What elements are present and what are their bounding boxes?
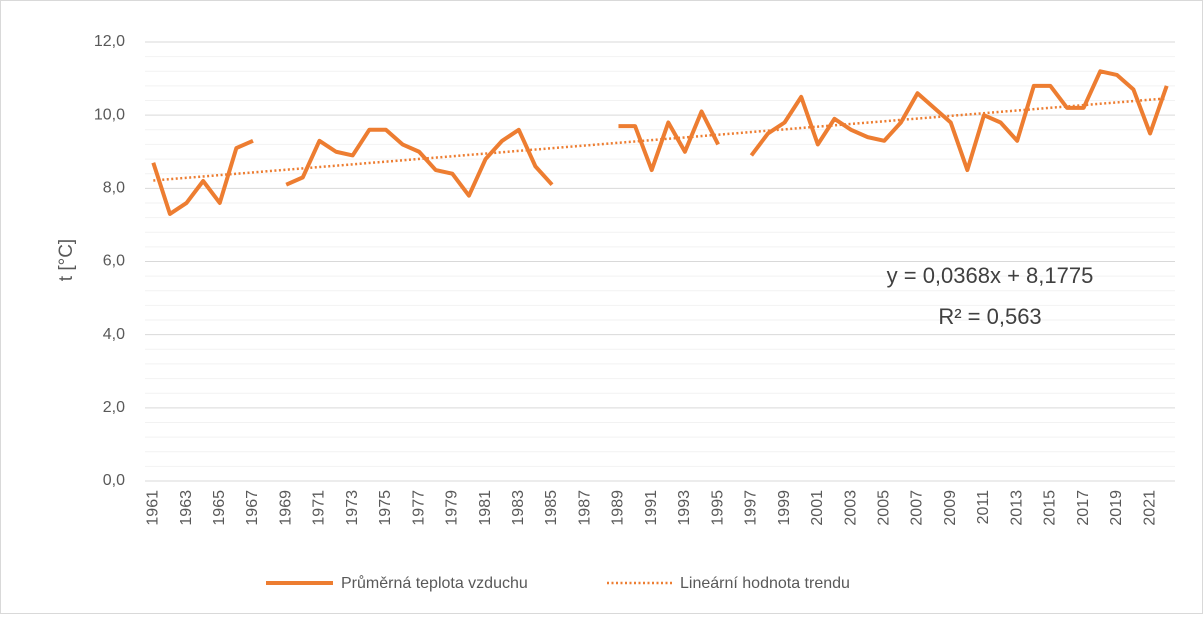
data-line: [151, 69, 1169, 216]
x-tick-label: 1987: [576, 490, 593, 526]
x-tick-label: 1983: [510, 490, 527, 526]
x-tick-label: 1991: [643, 490, 660, 526]
y-tick-label: 8,0: [103, 180, 125, 197]
x-tick-label: 1963: [178, 490, 195, 526]
x-tick-label: 1965: [211, 490, 228, 526]
x-tick-label: 1969: [277, 490, 294, 526]
trend-line: [153, 97, 1167, 182]
x-tick-label: 1981: [477, 490, 494, 526]
y-tick-label: 12,0: [94, 33, 125, 50]
x-tick-label: 2001: [809, 490, 826, 526]
trend-equation: y = 0,0368x + 8,1775: [887, 263, 1094, 288]
y-tick-label: 10,0: [94, 106, 125, 123]
x-tick-label: 2003: [842, 490, 859, 526]
x-tick-label: 2017: [1075, 490, 1092, 526]
x-tick-label: 1989: [610, 490, 627, 526]
x-tick-label: 1985: [543, 490, 560, 526]
x-tick-label: 1999: [776, 490, 793, 526]
legend-label: Lineární hodnota trendu: [680, 575, 850, 592]
x-tick-label: 2015: [1042, 490, 1059, 526]
x-tick-label: 2007: [909, 490, 926, 526]
x-tick-label: 2011: [975, 490, 992, 525]
x-tick-label: 1995: [709, 490, 726, 526]
trend-r-squared: R² = 0,563: [938, 304, 1041, 329]
x-tick-label: 1979: [444, 490, 461, 526]
x-tick-label: 2019: [1108, 490, 1125, 526]
x-tick-label: 1967: [244, 490, 261, 526]
y-tick-label: 4,0: [103, 326, 125, 343]
x-tick-label: 1973: [344, 490, 361, 526]
x-tick-label: 1971: [311, 490, 328, 526]
y-axis-label: t [°C]: [56, 239, 77, 281]
x-tick-label: 1997: [743, 490, 760, 526]
x-tick-label: 2013: [1008, 490, 1025, 526]
x-tick-label: 1975: [377, 490, 394, 526]
x-tick-label: 1961: [145, 490, 162, 526]
x-tick-label: 1977: [410, 490, 427, 526]
y-tick-label: 0,0: [103, 472, 125, 489]
x-tick-label: 1993: [676, 490, 693, 526]
x-tick-label: 2021: [1141, 490, 1158, 526]
x-tick-label: 2005: [875, 490, 892, 526]
y-tick-label: 2,0: [103, 399, 125, 416]
legend-label: Průměrná teplota vzduchu: [341, 574, 528, 592]
x-tick-label: 2009: [942, 490, 959, 526]
y-tick-label: 6,0: [103, 253, 125, 270]
